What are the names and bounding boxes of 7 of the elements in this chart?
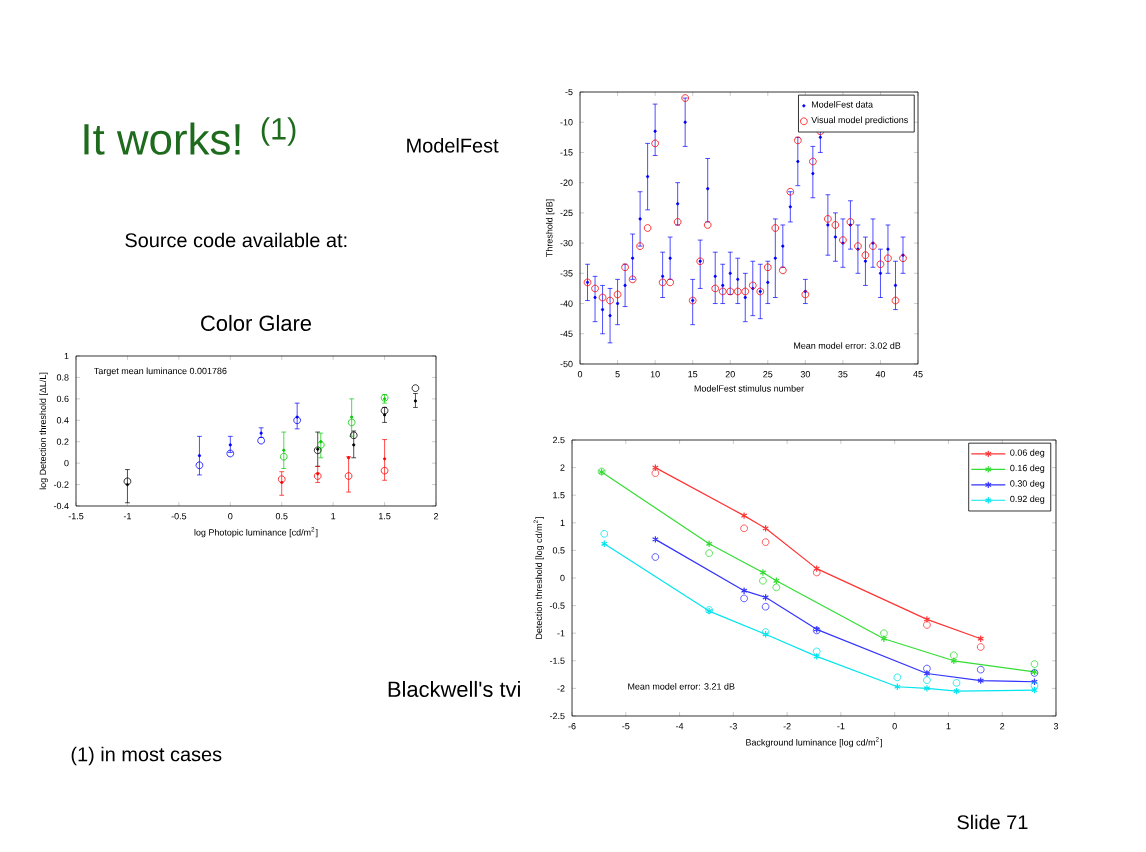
chart-title: Color Glare	[201, 314, 312, 332]
text: ModelFest	[407, 138, 499, 153]
text: (1) in most cases	[71, 746, 222, 766]
text: Slide 71	[957, 814, 1028, 830]
text: Blackwell's tvi	[388, 680, 520, 698]
source-note: Source code available at:	[125, 232, 347, 248]
text: It works! $^{(1)}$	[84, 117, 296, 155]
